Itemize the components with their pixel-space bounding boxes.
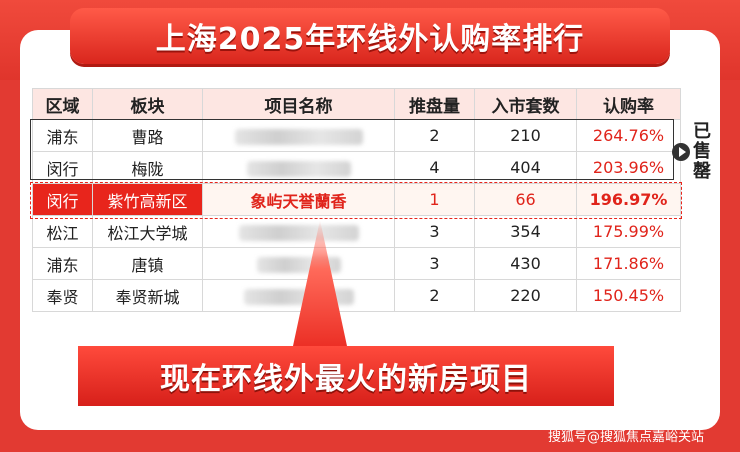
cell-district: 闵行	[32, 151, 93, 184]
header-project: 项目名称	[202, 88, 395, 120]
cell-rate: 150.45%	[576, 279, 681, 312]
cell-project	[202, 279, 395, 312]
page-title: 上海2025年环线外认购率排行	[155, 22, 585, 57]
table-row: 闵行 梅陇 4 404 203.96%	[32, 151, 681, 184]
cell-district: 奉贤	[32, 279, 93, 312]
cell-district: 浦东	[32, 119, 93, 152]
cell-project	[202, 247, 395, 280]
cell-units: 430	[474, 247, 577, 280]
header-rate: 认购率	[576, 88, 681, 120]
cell-rate: 264.76%	[576, 119, 681, 152]
cell-units: 404	[474, 151, 577, 184]
blurred-project-name	[234, 128, 363, 145]
title-banner: 上海2025年环线外认购率排行	[70, 8, 670, 64]
blurred-project-name	[238, 224, 359, 241]
cell-district: 松江	[32, 215, 93, 248]
cell-project	[202, 151, 395, 184]
cta-text: 现在环线外最火的新房项目	[160, 362, 532, 397]
blurred-project-name	[246, 160, 351, 177]
cell-area: 松江大学城	[92, 215, 203, 248]
cell-rate: 203.96%	[576, 151, 681, 184]
cell-project	[202, 119, 395, 152]
table-row: 奉贤 奉贤新城 2 220 150.45%	[32, 279, 681, 312]
cell-project	[202, 215, 395, 248]
cell-units: 210	[474, 119, 577, 152]
cell-rate: 196.97%	[576, 183, 681, 216]
cell-launch: 2	[394, 119, 475, 152]
cell-launch: 3	[394, 247, 475, 280]
table-row: 浦东 曹路 2 210 264.76%	[32, 119, 681, 152]
table-row: 松江 松江大学城 3 354 175.99%	[32, 215, 681, 248]
cell-units: 220	[474, 279, 577, 312]
cell-area: 紫竹高新区	[92, 183, 203, 216]
cell-project: 象屿天誉蘭香	[202, 183, 395, 216]
cell-launch: 4	[394, 151, 475, 184]
cell-area: 梅陇	[92, 151, 203, 184]
cta-banner: 现在环线外最火的新房项目	[78, 346, 614, 406]
cell-launch: 3	[394, 215, 475, 248]
cell-units: 354	[474, 215, 577, 248]
header-district: 区域	[32, 88, 93, 120]
sold-out-label: 已售罄	[693, 121, 711, 182]
header-area: 板块	[92, 88, 203, 120]
header-units: 入市套数	[474, 88, 577, 120]
header-launch: 推盘量	[394, 88, 475, 120]
cell-area: 奉贤新城	[92, 279, 203, 312]
cell-rate: 175.99%	[576, 215, 681, 248]
table-row-highlighted: 闵行 紫竹高新区 象屿天誉蘭香 1 66 196.97%	[32, 183, 681, 216]
table-header-row: 区域 板块 项目名称 推盘量 入市套数 认购率	[32, 88, 681, 120]
cell-units: 66	[474, 183, 577, 216]
cell-rate: 171.86%	[576, 247, 681, 280]
cell-launch: 2	[394, 279, 475, 312]
watermark: 搜狐号@搜狐焦点嘉峪关站	[548, 430, 705, 445]
cell-area: 唐镇	[92, 247, 203, 280]
table-row: 浦东 唐镇 3 430 171.86%	[32, 247, 681, 280]
cell-area: 曹路	[92, 119, 203, 152]
cell-launch: 1	[394, 183, 475, 216]
play-arrow-icon	[672, 143, 690, 161]
sold-out-tag: 已售罄	[672, 116, 716, 188]
ranking-table: 区域 板块 项目名称 推盘量 入市套数 认购率 浦东 曹路 2 210 264.…	[32, 88, 681, 312]
cell-district: 浦东	[32, 247, 93, 280]
cell-district: 闵行	[32, 183, 93, 216]
